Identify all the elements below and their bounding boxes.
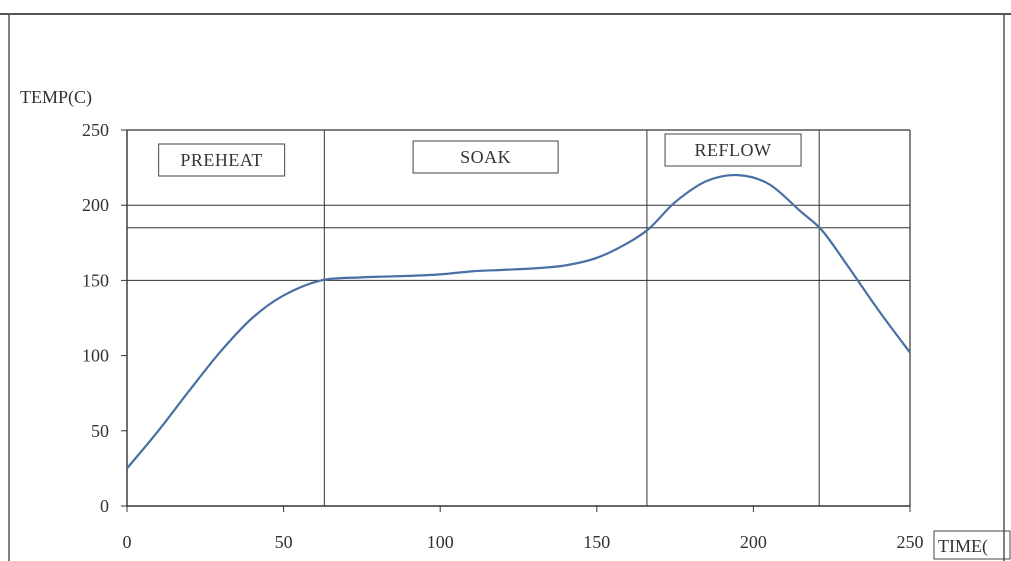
x-tick-label: 0 [123,532,132,552]
region-label-box [664,133,802,167]
plot-area: 0 50 100 150 200 250 0 50 100 150 200 250 PREHEAT SOA… [82,120,924,552]
region-label-box [158,143,286,177]
y-tick-label: 100 [82,346,109,366]
x-tick-label: 250 [897,532,924,552]
x-tick-label: 50 [275,532,293,552]
y-tick-label: 250 [82,120,109,140]
temperature-profile-line [126,173,911,470]
x-axis-title: TIME( [938,536,988,557]
region-label: SOAK [460,147,511,167]
region-label: REFLOW [695,140,772,160]
x-tick-label: 150 [583,532,610,552]
x-tick-label: 100 [427,532,454,552]
y-tick-label: 150 [82,270,109,290]
x-axis-title-box [933,530,1011,560]
y-tick-label: 50 [91,421,109,441]
y-tick-label: 0 [100,496,109,516]
y-tick-label: 200 [82,195,109,215]
y-axis-title: TEMP(C) [20,87,92,108]
x-tick-label: 200 [740,532,767,552]
region-label: PREHEAT [180,150,263,170]
region-label-box [412,140,559,174]
